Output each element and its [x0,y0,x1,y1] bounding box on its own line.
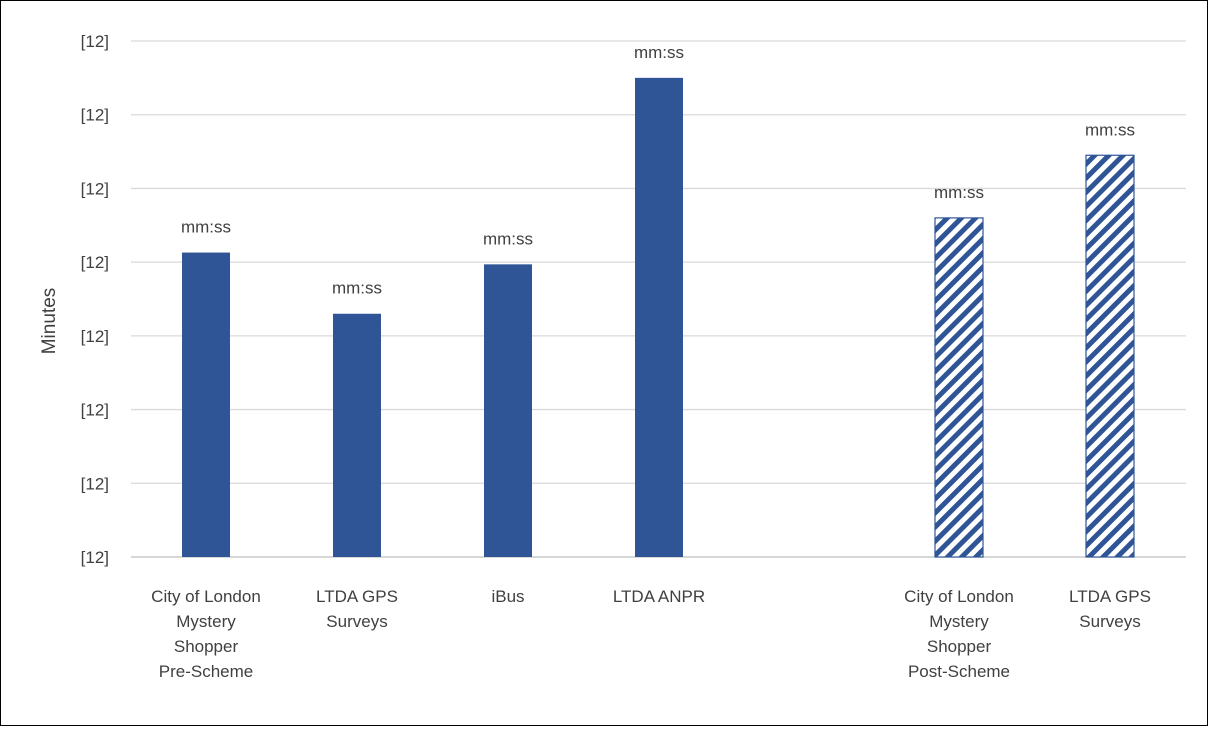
y-tick-label: [12] [81,474,109,493]
data-label: mm:ss [483,229,533,248]
y-tick-label: [12] [81,548,109,567]
y-tick-label: [12] [81,401,109,420]
y-tick-label: [12] [81,179,109,198]
y-tick-label: [12] [81,32,109,51]
bars [182,77,1135,558]
y-axis-title: Minutes [39,288,60,355]
y-tick-label: [12] [81,253,109,272]
data-label: mm:ss [332,279,382,298]
y-tick-label: [12] [81,106,109,125]
data-label: mm:ss [934,183,984,202]
bar [484,264,532,557]
data-label: mm:ss [1085,120,1135,139]
category-label-line: LTDA GPS [1069,587,1151,606]
category-label: City of London Mystery Shopper Pre-Scheme [151,587,261,681]
bar [1085,154,1135,558]
data-label: mm:ss [181,218,231,237]
category-label-line: Mystery [176,612,236,631]
data-labels: mm:ss mm:ss mm:ss mm:ss mm:ss mm:ss [181,43,1135,298]
bar [182,252,230,557]
bar [635,77,683,557]
category-label-line: Pre-Scheme [159,662,253,681]
category-label: LTDA GPS Surveys [1069,587,1151,631]
y-axis-ticks: [12] [12] [12] [12] [12] [12] [12] [12] [81,32,109,567]
x-axis-categories: City of London Mystery Shopper Pre-Scheme LT… [151,587,1151,681]
bar [934,217,984,558]
category-label-line: Shopper [174,637,239,656]
bar [333,313,381,557]
category-label: LTDA GPS Surveys [316,587,398,631]
category-label-line: iBus [491,587,524,606]
y-tick-label: [12] [81,327,109,346]
category-label: iBus [491,587,524,606]
category-label-line: LTDA GPS [316,587,398,606]
category-label: City of London Mystery Shopper Post-Scheme [904,587,1014,681]
category-label-line: Surveys [326,612,387,631]
category-label-line: Shopper [927,637,992,656]
category-label-line: City of London [904,587,1014,606]
category-label-line: Mystery [929,612,989,631]
category-label-line: City of London [151,587,261,606]
data-label: mm:ss [634,43,684,62]
category-label-line: LTDA ANPR [613,587,705,606]
category-label: LTDA ANPR [613,587,705,606]
category-label-line: Surveys [1079,612,1140,631]
category-label-line: Post-Scheme [908,662,1010,681]
